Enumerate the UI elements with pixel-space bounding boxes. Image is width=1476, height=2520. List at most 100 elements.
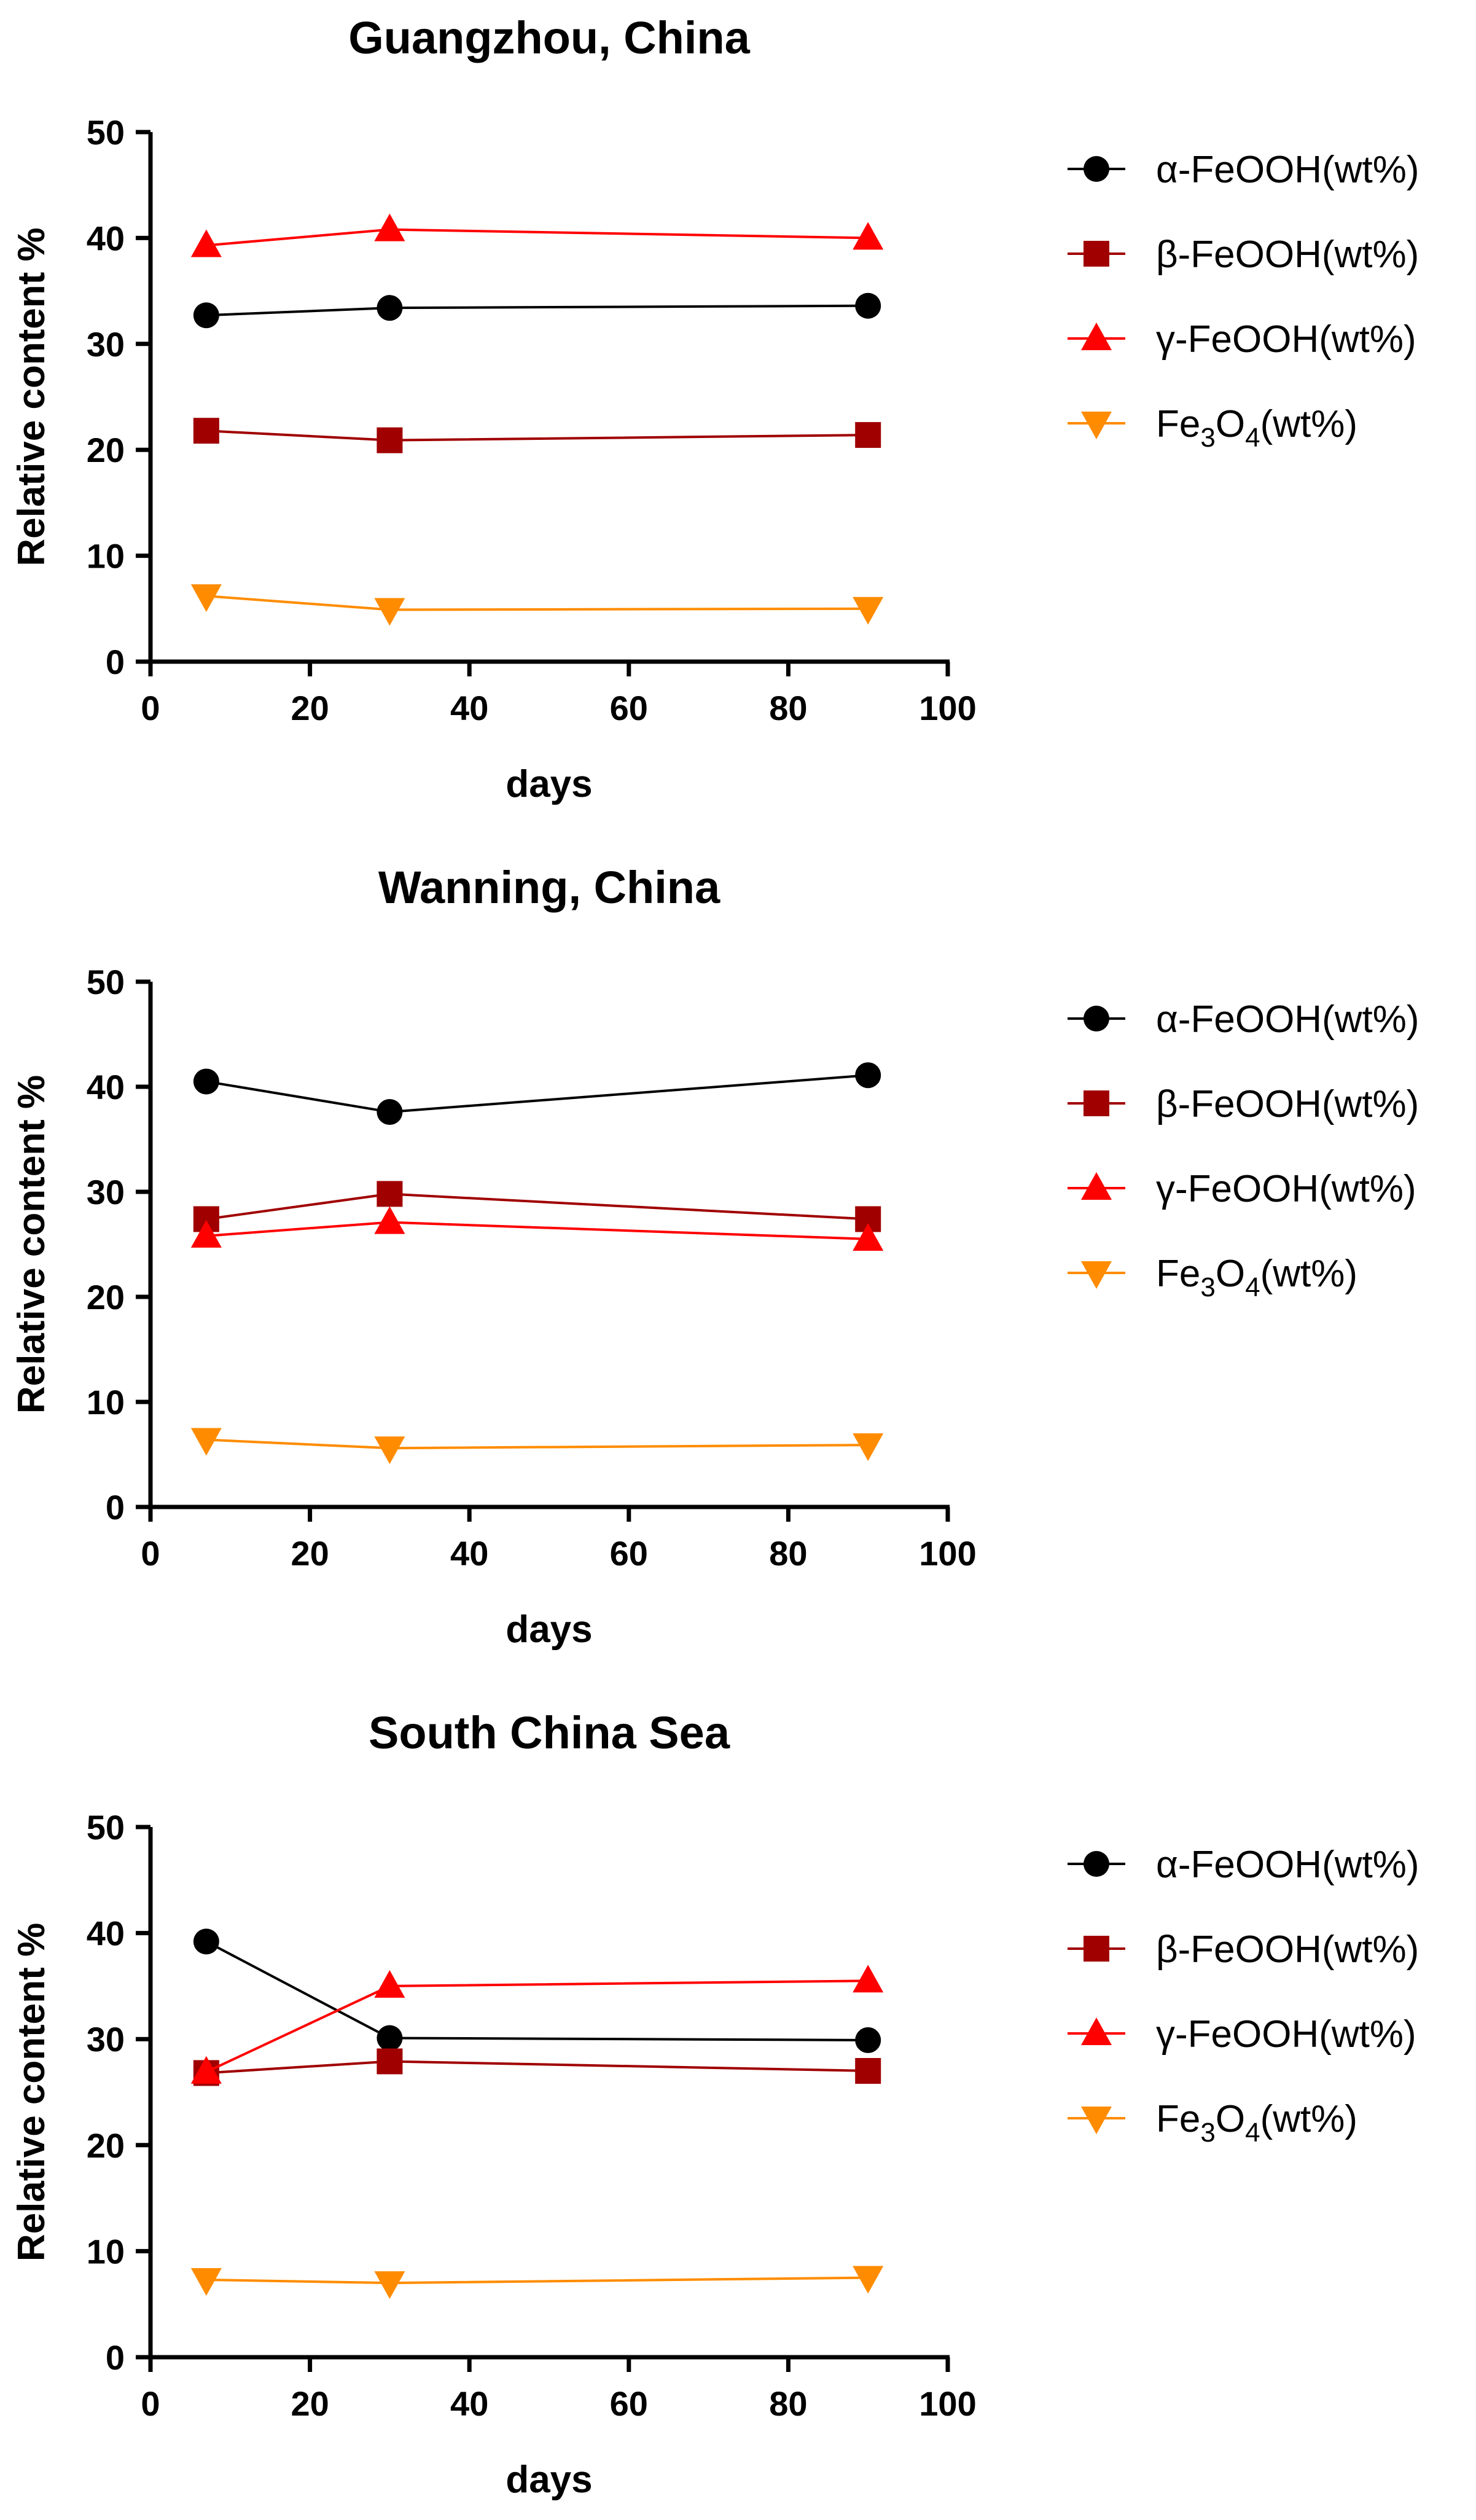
data-point <box>377 427 403 453</box>
y-tick-label: 40 <box>87 1068 125 1106</box>
series-line <box>206 1438 869 1450</box>
y-tick-label: 10 <box>87 2232 125 2271</box>
data-point <box>853 1223 884 1251</box>
data-point <box>190 2268 222 2296</box>
legend-label-part: 4 <box>1245 423 1260 453</box>
x-tick-label: 20 <box>291 1534 329 1573</box>
x-axis-label: days <box>506 1608 592 1651</box>
data-point <box>374 1206 405 1234</box>
data-point <box>855 2027 881 2053</box>
x-tick-label: 0 <box>141 2384 160 2423</box>
legend-label-part: O <box>1216 2098 1245 2140</box>
y-tick-label: 50 <box>87 113 125 152</box>
legend-label: Fe3O4(wt%) <box>1156 1253 1357 1302</box>
legend: α-FeOOH(wt%) β-FeOOH(wt%) γ-FeOOH(wt%) Fe3O… <box>1068 149 1419 453</box>
data-point <box>377 1099 403 1125</box>
legend-marker <box>1084 1851 1109 1877</box>
data-point <box>190 1428 222 1456</box>
x-tick-label: 80 <box>769 1534 807 1573</box>
legend-label: Fe3O4(wt%) <box>1156 2098 1357 2148</box>
legend-label-part: 4 <box>1245 2118 1260 2148</box>
legend-item: α-FeOOH(wt%) <box>1068 1844 1419 1886</box>
y-tick-label: 40 <box>87 219 125 257</box>
data-point <box>377 1181 403 1207</box>
series-line <box>206 304 869 317</box>
series-3 <box>190 1965 884 2084</box>
data-point <box>190 229 222 257</box>
series-1 <box>193 292 881 329</box>
chart-title: South China Sea <box>369 1707 730 1758</box>
legend-label: Fe3O4(wt%) <box>1156 403 1357 453</box>
legend-marker <box>1084 1936 1109 1962</box>
y-tick-label: 10 <box>87 537 125 576</box>
legend-label-part: O <box>1216 403 1245 445</box>
legend-label: γ-FeOOH(wt%) <box>1156 1168 1416 1210</box>
legend-label: γ-FeOOH(wt%) <box>1156 2013 1416 2056</box>
data-point <box>374 2271 405 2299</box>
data-point <box>193 418 219 444</box>
legend-label-part: 3 <box>1200 2118 1215 2148</box>
legend-marker <box>1084 156 1109 182</box>
legend-label: α-FeOOH(wt%) <box>1156 1844 1419 1886</box>
data-point <box>855 292 881 319</box>
data-point <box>853 1965 884 1993</box>
y-tick-label: 30 <box>87 1173 125 1211</box>
legend-marker <box>1081 2017 1112 2045</box>
y-tick-label: 10 <box>87 1383 125 1422</box>
series-2 <box>193 1181 881 1232</box>
data-point <box>193 302 219 329</box>
x-tick-label: 0 <box>141 689 160 727</box>
data-point <box>855 422 881 448</box>
data-point <box>377 2025 403 2051</box>
series-3 <box>190 213 884 257</box>
x-tick-label: 100 <box>919 2384 976 2423</box>
y-tick-label: 20 <box>87 1278 125 1317</box>
legend-item: Fe3O4(wt%) <box>1068 403 1357 453</box>
data-point <box>190 584 222 612</box>
series-line <box>206 1074 869 1114</box>
series-3 <box>190 1206 884 1251</box>
legend-label: β-FeOOH(wt%) <box>1156 1928 1419 1971</box>
legend-label: γ-FeOOH(wt%) <box>1156 318 1416 361</box>
series-line <box>206 2276 869 2285</box>
legend-label-part: 3 <box>1200 423 1215 453</box>
x-tick-label: 100 <box>919 689 976 727</box>
legend-label-part: Fe <box>1156 2098 1200 2140</box>
legend-item: γ-FeOOH(wt%) <box>1068 1168 1416 1210</box>
x-tick-label: 80 <box>769 2384 807 2423</box>
legend-item: α-FeOOH(wt%) <box>1068 998 1419 1041</box>
y-tick-label: 0 <box>106 1488 125 1527</box>
series-2 <box>193 418 881 453</box>
y-axis-label: Relative content % <box>10 227 53 566</box>
series-line <box>206 1221 869 1240</box>
chart-panel-3: South China Sea 0 10 20 30 40 50 0 20 40 60 80 100 da… <box>10 1707 1419 2501</box>
legend-marker <box>1084 1090 1109 1116</box>
x-tick-label: 20 <box>291 2384 329 2423</box>
series-2 <box>193 2048 881 2086</box>
series-4 <box>190 2266 884 2299</box>
data-point <box>853 222 884 250</box>
legend-marker <box>1084 1006 1109 1031</box>
x-tick-label: 60 <box>610 689 648 727</box>
x-tick-label: 40 <box>450 2384 488 2423</box>
y-tick-label: 0 <box>106 2338 125 2377</box>
legend-marker <box>1084 241 1109 267</box>
chart-title: Wanning, China <box>378 862 720 913</box>
data-point <box>855 2057 881 2084</box>
y-tick-label: 20 <box>87 2126 125 2165</box>
data-point <box>377 2048 403 2075</box>
x-axis-label: days <box>506 2459 592 2501</box>
data-point <box>374 598 405 626</box>
legend-label-part: Fe <box>1156 1253 1200 1295</box>
data-point <box>374 1970 405 1998</box>
y-axis-label: Relative content % <box>10 1923 53 2261</box>
chart-panel-1: Guangzhou, China 0 10 20 30 40 50 0 20 40 60 80 100 d… <box>10 12 1419 805</box>
legend-label: β-FeOOH(wt%) <box>1156 233 1419 276</box>
data-point <box>193 1928 219 1955</box>
legend-marker <box>1081 412 1112 439</box>
legend-item: γ-FeOOH(wt%) <box>1068 2013 1416 2056</box>
x-tick-label: 100 <box>919 1534 976 1573</box>
x-tick-label: 20 <box>291 689 329 727</box>
data-point <box>190 2056 222 2084</box>
